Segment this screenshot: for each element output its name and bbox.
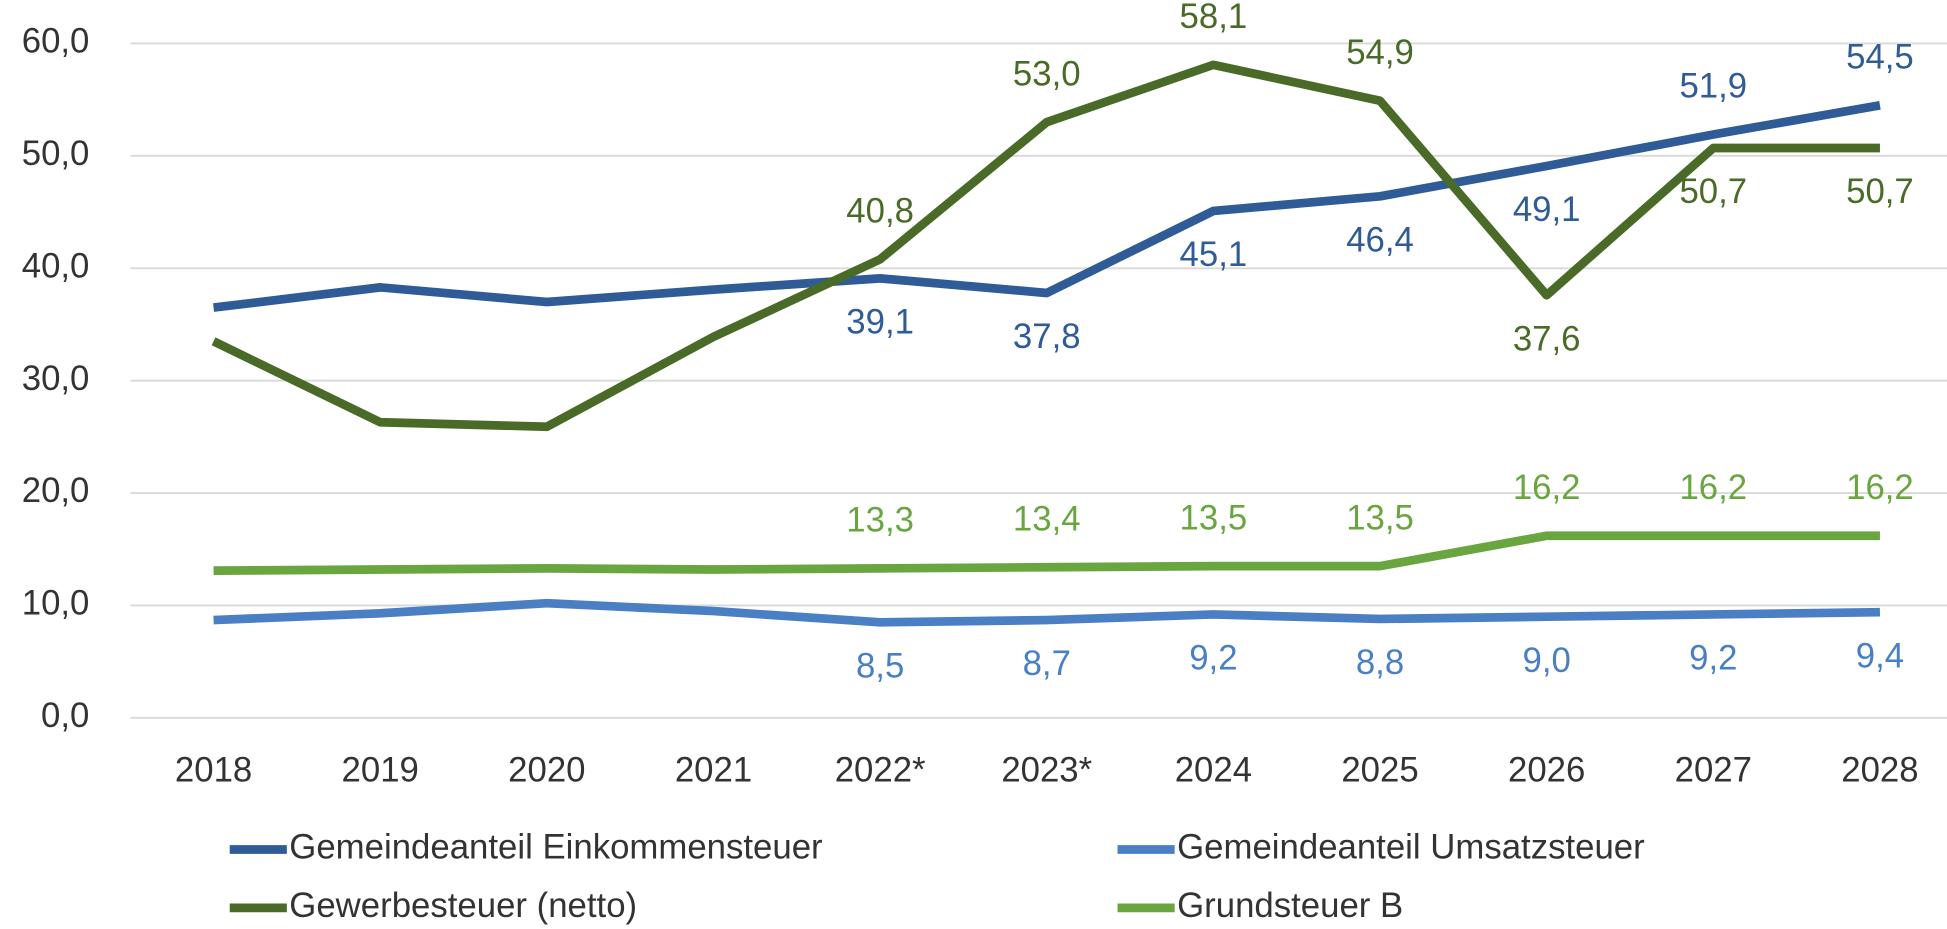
legend-label: Gewerbesteuer (netto)	[289, 887, 637, 925]
data-label: 50,7	[1679, 173, 1747, 211]
series-line	[213, 598, 1881, 627]
x-tick-label: 2020	[508, 752, 585, 790]
x-tick-label: 2028	[1841, 752, 1918, 790]
data-label: 46,4	[1346, 221, 1414, 259]
series-line	[213, 531, 1880, 575]
x-tick-label: 2021	[675, 752, 752, 790]
x-tick-label: 2023*	[1001, 752, 1092, 790]
y-tick-label: 40,0	[22, 247, 90, 285]
data-label: 16,2	[1846, 469, 1914, 507]
x-tick-label: 2022*	[835, 752, 926, 790]
data-label: 50,7	[1846, 173, 1914, 211]
data-label: 9,2	[1689, 640, 1737, 678]
legend-label: Gemeindeanteil Einkommensteuer	[289, 829, 822, 867]
data-label: 58,1	[1180, 0, 1248, 36]
y-tick-label: 30,0	[22, 360, 90, 398]
data-label: 53,0	[1013, 55, 1081, 93]
data-label: 9,4	[1856, 637, 1904, 675]
series-line	[211, 60, 1880, 432]
x-tick-label: 2024	[1175, 752, 1252, 790]
legend-label: Grundsteuer B	[1177, 887, 1403, 925]
y-tick-label: 20,0	[22, 472, 90, 510]
data-label: 16,2	[1513, 469, 1581, 507]
data-label: 37,8	[1013, 318, 1081, 356]
x-tick-label: 2026	[1508, 752, 1585, 790]
y-tick-label: 0,0	[41, 697, 89, 735]
data-label: 49,1	[1513, 191, 1581, 229]
data-label: 51,9	[1679, 68, 1747, 106]
data-label: 8,5	[856, 647, 904, 685]
x-tick-label: 2027	[1675, 752, 1752, 790]
data-label: 9,2	[1189, 640, 1237, 678]
data-label: 13,4	[1013, 500, 1081, 538]
x-tick-label: 2018	[175, 752, 252, 790]
data-label: 37,6	[1513, 320, 1581, 358]
data-label: 13,3	[846, 502, 914, 540]
data-label: 54,9	[1346, 34, 1414, 72]
series-line	[213, 101, 1881, 312]
legend-label: Gemeindeanteil Umsatzsteuer	[1177, 829, 1645, 867]
data-label: 8,8	[1356, 644, 1404, 682]
data-label: 9,0	[1523, 642, 1571, 680]
data-label: 13,5	[1346, 499, 1414, 537]
data-label: 40,8	[846, 193, 914, 231]
y-tick-label: 60,0	[22, 23, 90, 61]
data-label: 13,5	[1180, 499, 1248, 537]
data-label: 54,5	[1846, 39, 1914, 77]
data-label: 39,1	[846, 304, 914, 342]
data-label: 8,7	[1023, 645, 1071, 683]
data-label: 16,2	[1679, 469, 1747, 507]
data-label: 45,1	[1180, 236, 1248, 274]
y-tick-label: 50,0	[22, 135, 90, 173]
x-tick-label: 2019	[342, 752, 419, 790]
y-tick-label: 10,0	[22, 585, 90, 623]
x-tick-label: 2025	[1341, 752, 1418, 790]
